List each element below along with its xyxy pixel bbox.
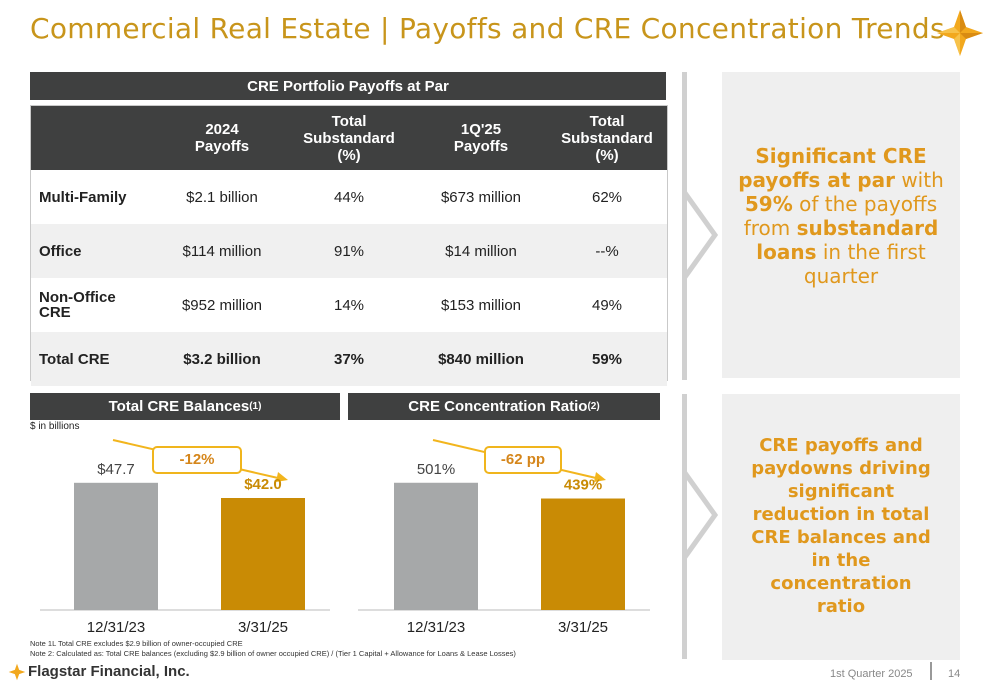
balances-bar-chart: $47.7 12/31/23 $42.0 3/31/25 [40,439,330,636]
data-label: 501% [417,461,455,478]
table-cell: 14% [333,296,365,314]
table-cell: 91% [283,224,415,278]
change-badge: -12% [152,446,242,474]
flagstar-logo-icon [8,663,26,681]
trend-arrow-head [594,472,606,482]
bar-3-31-25 [221,498,305,610]
table-cell: $14 million [415,224,547,278]
company-name: Flagstar Financial, Inc. [28,663,190,680]
table-cell: $114 million [161,224,283,278]
change-badge: -62 pp [484,446,562,474]
trend-arrow-head [276,472,288,482]
column-header: 2024 Payoffs [161,106,283,170]
table-cell: 59% [547,332,667,386]
footnote-2: Note 2: Calculated as: Total CRE balance… [30,649,516,658]
column-header: Total Substandard (%) [547,106,667,170]
x-tick-label: 3/31/25 [558,619,608,636]
row-label: Non-Office CRE [39,289,116,321]
table-cell: $3.2 billion [161,332,283,386]
payoffs-table-heading: CRE Portfolio Payoffs at Par [30,72,666,100]
data-label: $42.0 [244,476,282,493]
ratio-bar-chart: 501% 12/31/23 439% 3/31/25 [358,439,650,636]
callout-panel-concentration: CRE payoffs and paydowns driving signifi… [722,394,960,660]
footer-divider [930,662,932,680]
table-row-total: Total CRE $3.2 billion 37% $840 million … [31,332,667,386]
table-cell: $673 million [440,188,522,206]
column-header: Total Substandard (%) [283,106,415,170]
x-tick-label: 12/31/23 [87,619,145,636]
column-header [31,106,161,170]
footnote-1: Note 1L Total CRE excludes $2.9 billion … [30,639,243,648]
data-label: $47.7 [97,461,135,478]
table-cell: $952 million [181,296,263,314]
divider-line [682,394,687,659]
table-cell: $153 million [440,296,522,314]
row-label: Total CRE [31,332,161,386]
table-cell: 44% [333,188,365,206]
divider-line [682,72,687,380]
table-cell: 62% [591,188,623,206]
ratio-chart-heading: CRE Concentration Ratio (2) [348,393,660,420]
page-number: 14 [948,668,961,680]
table-row: Office $114 million 91% $14 million --% [31,224,667,278]
column-header: 1Q'25 Payoffs [415,106,547,170]
callout-panel-payoffs: Significant CRE payoffs at par with 59% … [722,72,960,378]
x-tick-label: 12/31/23 [407,619,465,636]
payoffs-table: 2024 Payoffs Total Substandard (%) 1Q'25… [30,105,668,386]
row-label: Office [31,224,161,278]
row-label: Multi-Family [39,188,127,206]
chevron-right-icon [682,191,719,279]
table-row: Multi-Family $2.1 billion 44% $673 milli… [31,170,667,224]
table-cell: $840 million [415,332,547,386]
balances-chart-heading: Total CRE Balances (1) [30,393,340,420]
table-cell: $2.1 billion [186,188,258,206]
callout-text: CRE payoffs and paydowns driving signifi… [751,435,931,617]
bar-3-31-25 [541,498,625,610]
footer-quarter: 1st Quarter 2025 [830,668,913,680]
table-cell: --% [547,224,667,278]
table-cell: 37% [283,332,415,386]
table-cell: 49% [591,296,623,314]
bar-12-31-23 [74,482,158,610]
table-row: Non-Office CRE $952 million 14% $153 mil… [31,278,667,332]
flagstar-logo-icon [937,10,983,56]
bar-12-31-23 [394,482,478,610]
x-tick-label: 3/31/25 [238,619,288,636]
table-header-row: 2024 Payoffs Total Substandard (%) 1Q'25… [31,106,667,170]
data-label: 439% [564,477,602,494]
callout-text: Significant CRE payoffs at par with 59% … [738,144,944,288]
page-title: Commercial Real Estate | Payoffs and CRE… [30,12,945,45]
unit-note: $ in billions [30,421,80,432]
chevron-right-icon [682,471,719,559]
